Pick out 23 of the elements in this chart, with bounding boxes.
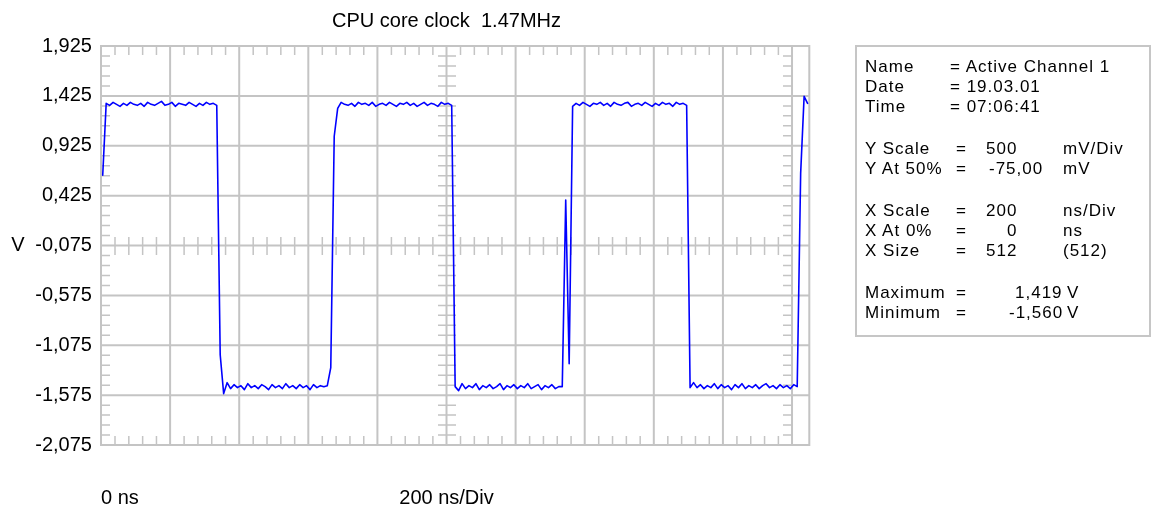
text: Name = Active Channel 1	[865, 57, 1111, 76]
y-tick-label: 1,425	[41, 83, 92, 106]
text: Minimum = -1,560 V	[865, 303, 1080, 322]
y-tick-label: 0,425	[41, 183, 92, 206]
y-tick-label: -0,075	[35, 233, 92, 256]
text: Maximum = 1,419 V	[865, 283, 1080, 302]
text: X Scale = 200 ns/Div	[865, 201, 1117, 220]
y-tick-label: -2,075	[35, 432, 92, 455]
text: Time = 07:06:41	[865, 97, 1041, 116]
text: Y Scale = 500 mV/Div	[865, 139, 1124, 158]
y-axis-title: V	[11, 233, 26, 256]
text: X Size = 512 (512)	[865, 241, 1108, 260]
x-axis-title: 200 ns/Div	[399, 485, 494, 508]
text: Date = 19.03.01	[865, 77, 1041, 96]
y-tick-label: -1,575	[35, 382, 92, 405]
y-tick-label: 0,925	[41, 133, 92, 156]
chart-title: CPU core clock 1.47MHz	[332, 8, 561, 31]
text: 0 ns	[101, 485, 139, 508]
y-tick-label: 1,925	[41, 33, 92, 56]
y-tick-label: -1,075	[35, 332, 92, 355]
y-tick-label: -0,575	[35, 282, 92, 305]
text: X At 0% = 0 ns	[865, 221, 1083, 240]
text: Y At 50% = -75,00 mV	[865, 159, 1091, 178]
